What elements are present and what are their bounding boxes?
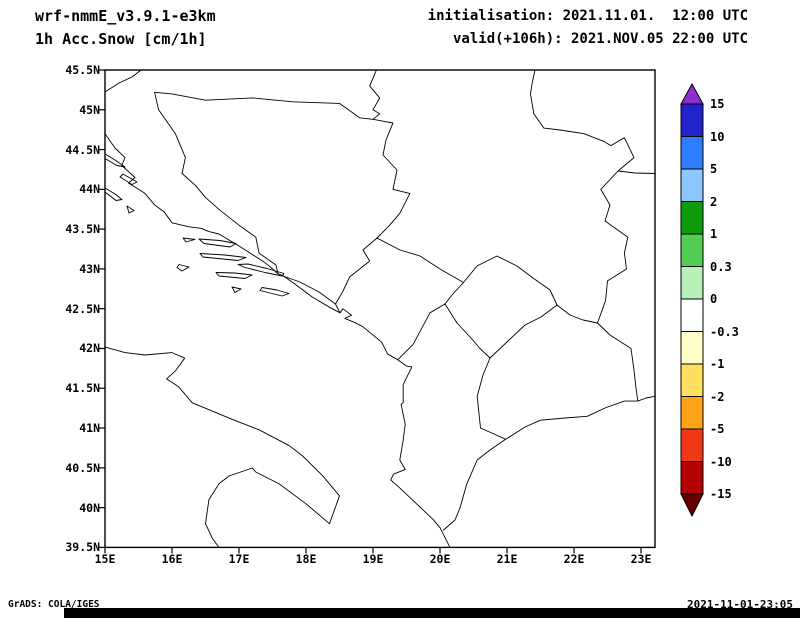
lat-tick-label: 39.5N bbox=[65, 540, 100, 555]
lat-tick-label: 41.5N bbox=[65, 381, 100, 396]
bottom-bar bbox=[64, 608, 800, 618]
colorbar-segment bbox=[680, 201, 704, 235]
coastlines bbox=[105, 133, 451, 548]
field-title: 1h Acc.Snow [cm/1h] bbox=[35, 30, 207, 48]
creation-timestamp: 2021-11-01-23:05 bbox=[687, 598, 793, 611]
lat-tick-label: 40.5N bbox=[65, 460, 100, 475]
map-geography bbox=[105, 70, 655, 548]
lon-tick-label: 16E bbox=[161, 552, 183, 566]
colorbar-tick-label: -10 bbox=[710, 454, 732, 469]
lon-tick-label: 19E bbox=[362, 552, 384, 566]
colorbar-tick-label: -1 bbox=[710, 357, 725, 371]
lat-tick-label: 40N bbox=[79, 500, 100, 515]
colorbar-segment bbox=[680, 461, 704, 495]
colorbar-segment bbox=[680, 331, 704, 365]
lat-tick-label: 42.5N bbox=[65, 301, 100, 316]
lon-tick-label: 22E bbox=[563, 552, 585, 566]
latitude-axis: 45.5N 45N 44.5N 44N 43.5N 43N 42.5N 42N 41.5N 41N… bbox=[38, 63, 100, 554]
colorbar-segment bbox=[680, 396, 704, 430]
colorbar-arrow-bottom-icon bbox=[680, 493, 704, 518]
colorbar bbox=[680, 82, 704, 519]
lat-tick-label: 41N bbox=[79, 421, 100, 436]
colorbar-tick-label: 10 bbox=[710, 129, 725, 144]
grads-credit: GrADS: COLA/IGES bbox=[8, 599, 100, 610]
lat-tick-label: 44N bbox=[79, 182, 100, 197]
lon-tick-label: 18E bbox=[295, 552, 317, 566]
lon-tick-label: 15E bbox=[94, 552, 116, 566]
colorbar-segment bbox=[680, 428, 704, 462]
colorbar-tick-label: 2 bbox=[710, 194, 718, 209]
longitude-axis: 15E 16E 17E 18E 19E 20E 21E 22E 23E bbox=[95, 552, 661, 567]
map-frame bbox=[104, 69, 656, 549]
colorbar-segment bbox=[680, 266, 704, 300]
lat-tick-label: 45.5N bbox=[65, 63, 100, 77]
lat-tick-label: 43.5N bbox=[65, 222, 100, 237]
map-canvas bbox=[99, 69, 656, 554]
colorbar-segment bbox=[680, 298, 704, 332]
colorbar-segment bbox=[680, 103, 704, 137]
country-borders bbox=[105, 70, 655, 531]
colorbar-tick-label: 15 bbox=[710, 97, 725, 111]
axis-ticks bbox=[99, 69, 642, 554]
lat-tick-label: 42N bbox=[79, 341, 100, 356]
colorbar-labels: 15 10 5 2 1 0.3 0 -0.3 -1 -2 -5 -10 -15 bbox=[710, 0, 754, 618]
colorbar-svg bbox=[680, 82, 704, 518]
lon-tick-label: 20E bbox=[429, 552, 451, 566]
colorbar-tick-label: -2 bbox=[710, 389, 725, 404]
lat-tick-label: 43N bbox=[79, 261, 100, 276]
lon-tick-label: 21E bbox=[496, 552, 518, 566]
colorbar-tick-label: 0.3 bbox=[710, 259, 732, 274]
colorbar-tick-label: 1 bbox=[710, 227, 718, 241]
croatian-islands bbox=[105, 153, 290, 297]
valid-time: valid(+106h): 2021.NOV.05 22:00 UTC bbox=[452, 31, 748, 47]
lat-tick-label: 45N bbox=[79, 102, 100, 117]
colorbar-tick-label: 0 bbox=[710, 292, 718, 306]
colorbar-segment bbox=[680, 363, 704, 397]
colorbar-tick-label: -15 bbox=[710, 487, 732, 501]
colorbar-segment bbox=[680, 136, 704, 170]
colorbar-tick-label: -0.3 bbox=[710, 324, 739, 339]
colorbar-tick-label: 5 bbox=[710, 162, 718, 176]
init-time: initialisation: 2021.11.01. 12:00 UTC bbox=[427, 8, 748, 24]
colorbar-segment bbox=[680, 233, 704, 267]
colorbar-tick-label: -5 bbox=[710, 422, 725, 436]
model-title: wrf-nmmE_v3.9.1-e3km bbox=[35, 7, 216, 25]
lat-tick-label: 44.5N bbox=[65, 142, 100, 157]
colorbar-segment bbox=[680, 168, 704, 202]
lon-tick-label: 17E bbox=[228, 552, 250, 566]
colorbar-arrow-top-icon bbox=[680, 82, 704, 105]
lon-tick-label: 23E bbox=[630, 552, 652, 566]
